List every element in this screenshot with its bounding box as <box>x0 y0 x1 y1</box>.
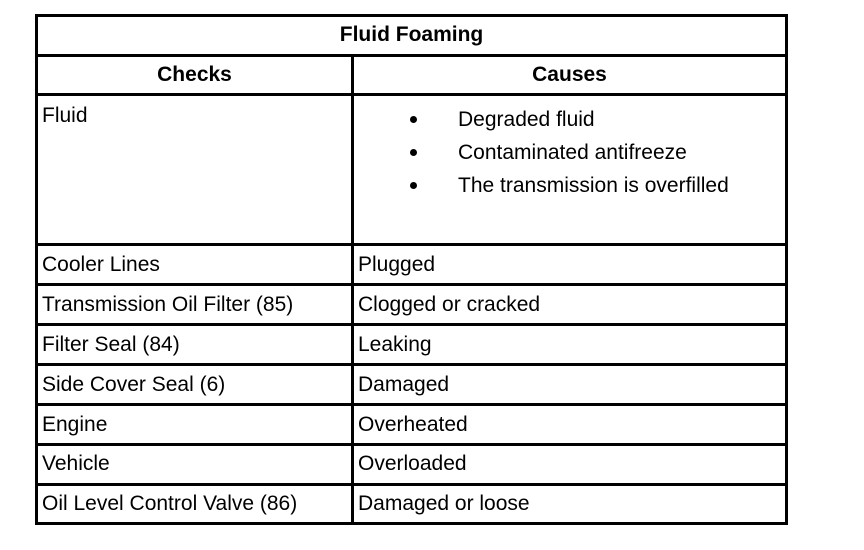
border <box>35 14 38 525</box>
cause-cell: Clogged or cracked <box>358 293 541 316</box>
check-cell: Fluid <box>42 104 88 127</box>
border <box>35 323 788 326</box>
header-checks: Checks <box>157 63 232 86</box>
border <box>35 522 788 525</box>
cause-cell: Overheated <box>358 413 468 436</box>
check-cell: Engine <box>42 413 108 436</box>
border <box>35 403 788 406</box>
cause-item: Contaminated antifreeze <box>458 141 687 164</box>
check-cell: Cooler Lines <box>42 253 160 276</box>
cause-cell: Plugged <box>358 253 436 276</box>
cause-item: Degraded fluid <box>458 108 595 131</box>
border <box>35 283 788 286</box>
cause-cell: Leaking <box>358 333 432 356</box>
border <box>35 54 788 57</box>
check-cell: Transmission Oil Filter (85) <box>42 293 294 316</box>
border <box>785 14 788 525</box>
header-causes: Causes <box>532 63 607 86</box>
check-cell: Oil Level Control Valve (86) <box>42 492 298 515</box>
border <box>35 483 788 486</box>
bullet-icon <box>410 116 417 123</box>
border <box>35 363 788 366</box>
cause-item: The transmission is overfilled <box>458 174 729 197</box>
bullet-icon <box>410 182 417 189</box>
border <box>35 14 788 17</box>
check-cell: Vehicle <box>42 452 110 475</box>
check-cell: Side Cover Seal (6) <box>42 373 226 396</box>
cause-cell: Overloaded <box>358 452 467 475</box>
bullet-icon <box>410 149 417 156</box>
check-cell: Filter Seal (84) <box>42 333 180 356</box>
border <box>35 93 788 96</box>
table-title: Fluid Foaming <box>339 23 484 46</box>
border <box>35 443 788 446</box>
border <box>35 243 788 246</box>
column-divider <box>351 54 354 525</box>
cause-cell: Damaged <box>358 373 450 396</box>
cause-cell: Damaged or loose <box>358 492 530 515</box>
